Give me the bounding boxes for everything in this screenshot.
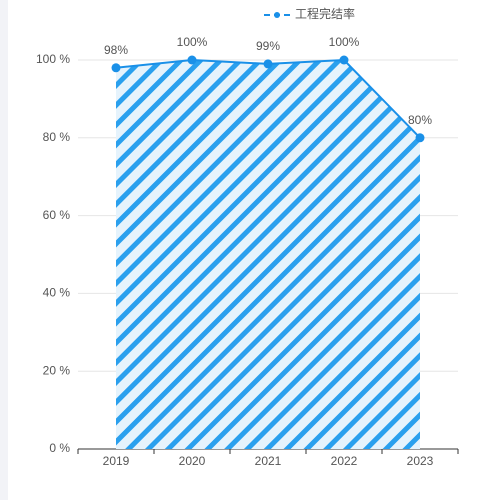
- x-tick-label: 2022: [331, 454, 358, 468]
- y-tick-label: 60 %: [43, 208, 71, 222]
- value-label: 80%: [408, 113, 432, 127]
- side-strip: [0, 0, 8, 500]
- y-tick-label: 40 %: [43, 286, 71, 300]
- x-tick-label: 2020: [179, 454, 206, 468]
- value-label: 100%: [177, 35, 208, 49]
- area: [116, 60, 420, 449]
- y-tick-label: 80 %: [43, 130, 71, 144]
- point: [187, 55, 197, 65]
- value-label: 100%: [329, 35, 360, 49]
- y-tick-label: 100 %: [36, 52, 70, 66]
- x-tick-label: 2023: [407, 454, 434, 468]
- y-tick-label: 20 %: [43, 363, 71, 377]
- legend-label: 工程完结率: [295, 6, 355, 21]
- point: [339, 55, 349, 65]
- x-tick-label: 2021: [255, 454, 282, 468]
- x-tick-label: 2019: [103, 454, 130, 468]
- value-label: 99%: [256, 39, 280, 53]
- point: [111, 63, 121, 73]
- y-tick-label: 0 %: [49, 441, 70, 455]
- legend-icon: [274, 12, 280, 18]
- point: [263, 59, 273, 69]
- value-label: 98%: [104, 43, 128, 57]
- point: [415, 133, 425, 143]
